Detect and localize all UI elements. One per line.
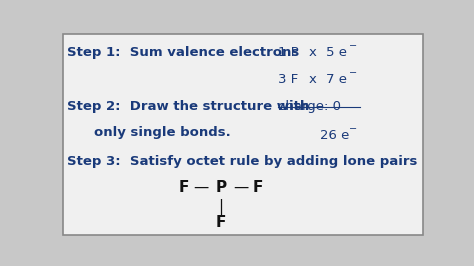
Text: only single bonds.: only single bonds. (94, 126, 231, 139)
Text: P: P (215, 180, 227, 195)
Text: x: x (309, 73, 317, 86)
Text: —: — (234, 180, 249, 195)
Text: −: − (349, 41, 357, 51)
Text: Step 3:  Satisfy octet rule by adding lone pairs: Step 3: Satisfy octet rule by adding lon… (66, 155, 417, 168)
Text: charge: 0: charge: 0 (278, 99, 341, 113)
Text: 5 e: 5 e (326, 46, 346, 59)
Text: F: F (253, 180, 263, 195)
Text: 7 e: 7 e (326, 73, 346, 86)
Text: F: F (179, 180, 189, 195)
Text: −: − (349, 124, 357, 134)
Text: x: x (309, 46, 317, 59)
Text: —: — (193, 180, 208, 195)
Text: Step 2:  Draw the structure with: Step 2: Draw the structure with (66, 99, 309, 113)
Text: 1 P: 1 P (278, 46, 299, 59)
Text: |: | (219, 199, 223, 215)
Text: −: − (349, 68, 357, 78)
Text: 26 e: 26 e (320, 129, 349, 142)
Text: F: F (216, 215, 226, 230)
Text: 3 F: 3 F (278, 73, 298, 86)
FancyBboxPatch shape (63, 34, 423, 235)
Text: Step 1:  Sum valence electrons: Step 1: Sum valence electrons (66, 46, 299, 59)
